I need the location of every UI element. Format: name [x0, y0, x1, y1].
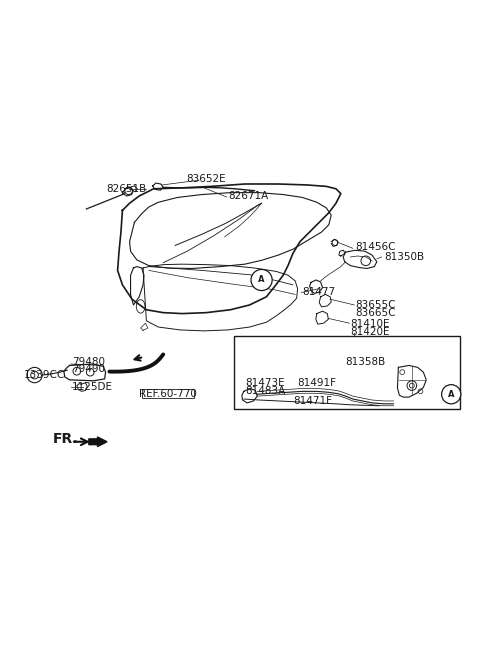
Text: 83665C: 83665C	[355, 308, 396, 318]
Text: 1339CC: 1339CC	[24, 370, 65, 380]
Bar	[234, 336, 460, 409]
Text: 79480: 79480	[72, 357, 105, 367]
Text: 79490: 79490	[72, 364, 105, 374]
Text: 81483A: 81483A	[245, 386, 285, 396]
FancyArrow shape	[89, 437, 107, 447]
Text: 81491F: 81491F	[298, 379, 336, 388]
Text: 82671A: 82671A	[228, 191, 268, 201]
Text: 83652E: 83652E	[187, 174, 226, 184]
Text: 81477: 81477	[302, 287, 336, 297]
Text: A: A	[258, 276, 265, 285]
Text: 1125DE: 1125DE	[72, 382, 113, 392]
Text: 83655C: 83655C	[355, 300, 396, 310]
Text: 81358B: 81358B	[346, 357, 386, 367]
Text: FR.: FR.	[53, 432, 79, 446]
Text: 82651B: 82651B	[106, 184, 146, 194]
Text: 81350B: 81350B	[384, 252, 424, 262]
Text: 81471F: 81471F	[293, 396, 332, 406]
Bar	[142, 389, 194, 398]
Text: 81410E: 81410E	[350, 319, 390, 329]
Circle shape	[442, 384, 461, 404]
Text: 81473E: 81473E	[245, 379, 285, 388]
Text: REF.60-770: REF.60-770	[139, 389, 197, 400]
Text: A: A	[448, 390, 455, 399]
Circle shape	[251, 270, 272, 291]
Text: 81420E: 81420E	[350, 327, 390, 337]
Text: 81456C: 81456C	[355, 242, 396, 253]
